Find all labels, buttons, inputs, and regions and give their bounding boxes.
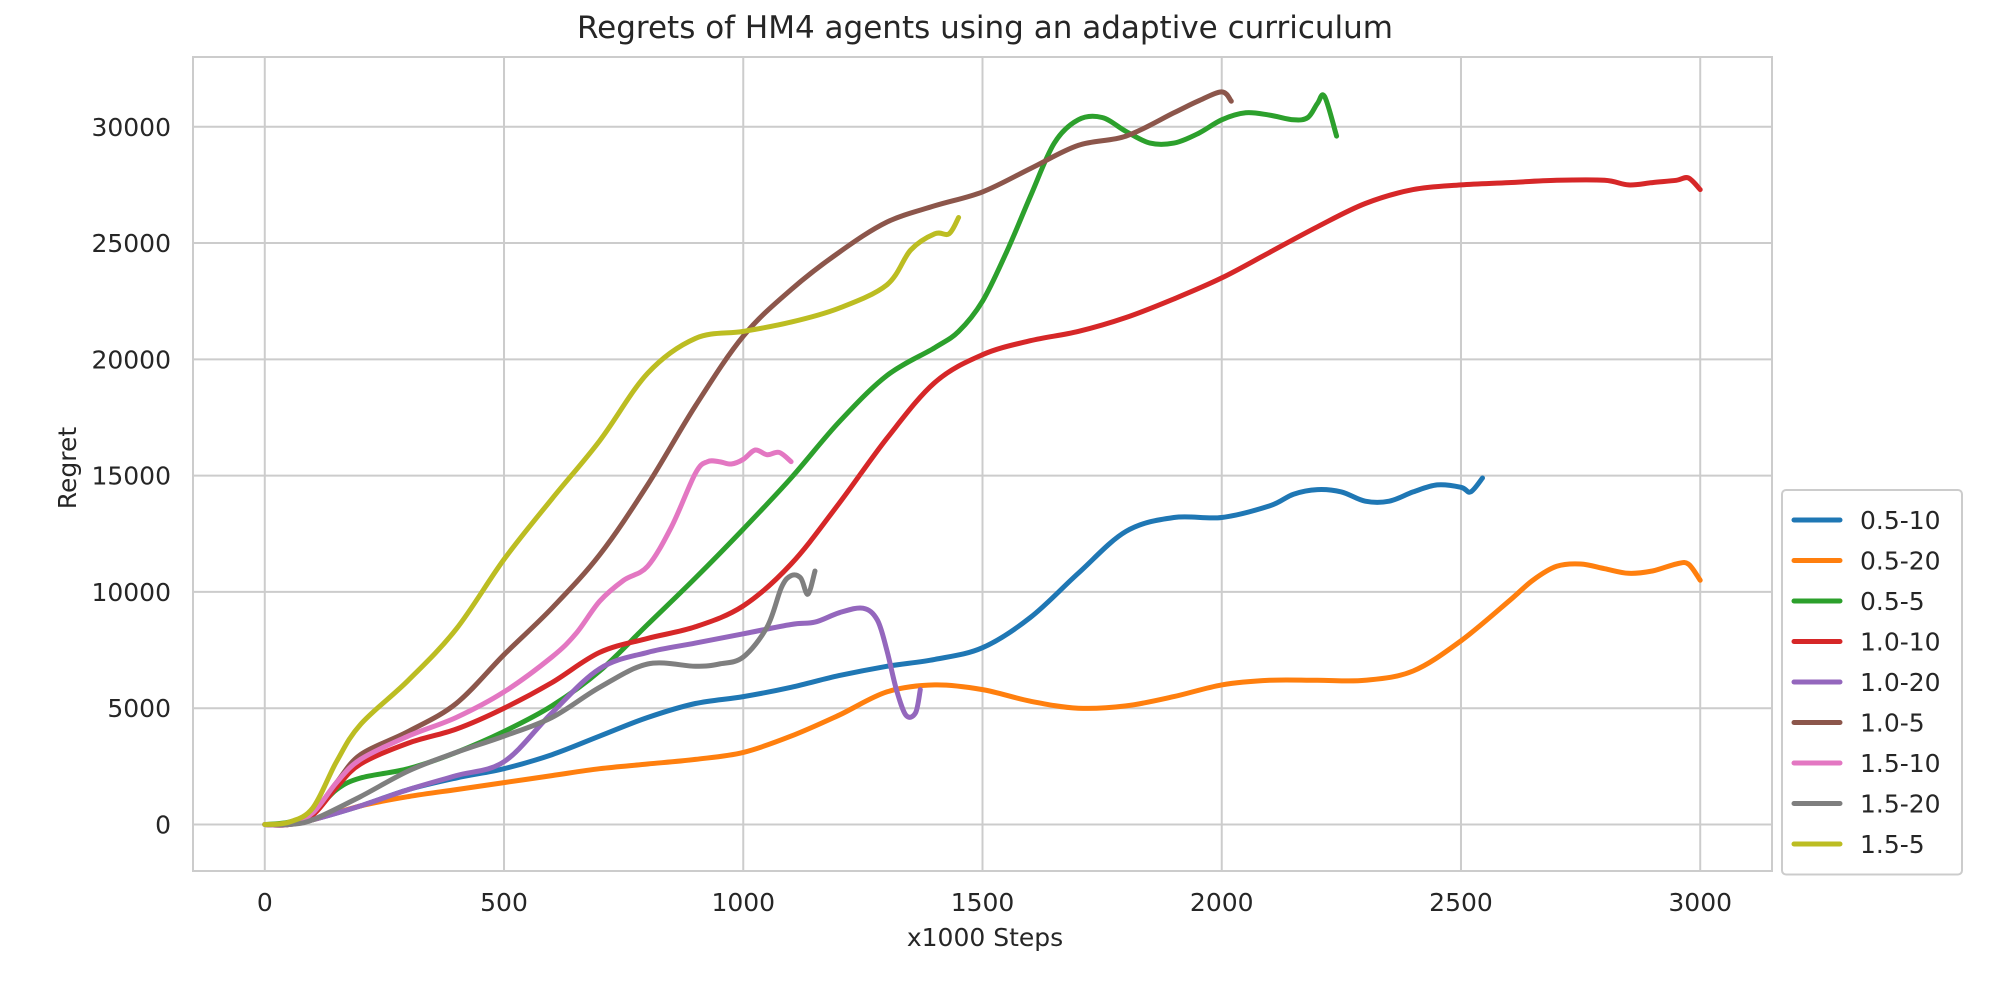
series-lines (262, 89, 1703, 828)
x-tick-label: 0 (257, 888, 273, 917)
series-line-0.5-10 (262, 475, 1485, 828)
x-tick-label: 3000 (1668, 888, 1732, 917)
legend-label: 1.0-20 (1860, 668, 1941, 697)
legend-item-0.5-20: 0.5-20 (1791, 547, 1941, 576)
series-line-1.0-5 (262, 89, 1234, 828)
chart-title: Regrets of HM4 agents using an adaptive … (577, 10, 1393, 46)
y-axis-label: Regret (53, 427, 82, 510)
legend-item-1.5-5: 1.5-5 (1791, 830, 1925, 859)
legend-item-0.5-10: 0.5-10 (1791, 506, 1941, 535)
legend-label: 1.0-10 (1860, 628, 1941, 657)
legend-item-1.0-5: 1.0-5 (1791, 709, 1925, 738)
legend-item-1.0-20: 1.0-20 (1791, 668, 1941, 697)
legend-label: 1.5-5 (1860, 830, 1925, 859)
legend-label: 0.5-10 (1860, 506, 1941, 535)
legend-label: 1.0-5 (1860, 709, 1925, 738)
series-line-0.5-20 (262, 559, 1703, 828)
series-line-1.5-5 (262, 215, 962, 827)
legend-item-1.5-20: 1.5-20 (1791, 790, 1941, 819)
x-axis-label: x1000 Steps (907, 923, 1063, 952)
y-tick-label: 15000 (91, 462, 171, 491)
legend-item-0.5-5: 0.5-5 (1791, 587, 1925, 616)
legend-item-1.0-10: 1.0-10 (1791, 628, 1941, 657)
x-tick-label: 1500 (951, 888, 1015, 917)
y-tick-label: 0 (155, 810, 171, 839)
x-tick-label: 2000 (1190, 888, 1254, 917)
series-line-1.0-10 (262, 175, 1703, 828)
legend-label: 0.5-20 (1860, 547, 1941, 576)
series-line-1.0-20 (262, 605, 923, 828)
grid-lines (193, 57, 1772, 871)
y-tick-label: 25000 (91, 229, 171, 258)
legend-box (1781, 489, 1963, 876)
legend: 0.5-10 0.5-20 0.5-5 1.0-10 1.0-20 1.0-5 1.5-10… (1781, 489, 1963, 876)
legend-label: 0.5-5 (1860, 587, 1925, 616)
y-tick-label: 5000 (107, 694, 171, 723)
y-tick-label: 10000 (91, 578, 171, 607)
x-tick-labels: 0 500 1000 1500 2000 2500 3000 (257, 888, 1732, 917)
legend-item-1.5-10: 1.5-10 (1791, 749, 1941, 778)
x-tick-label: 1000 (711, 888, 775, 917)
y-tick-label: 20000 (91, 345, 171, 374)
series-line-0.5-5 (262, 92, 1340, 827)
y-tick-labels: 0 5000 10000 15000 20000 25000 30000 (91, 113, 171, 840)
x-tick-label: 500 (480, 888, 528, 917)
y-tick-label: 30000 (91, 113, 171, 142)
plot-frame (192, 56, 1773, 872)
series-line-1.5-20 (262, 568, 818, 828)
legend-label: 1.5-20 (1860, 790, 1941, 819)
series-line-1.5-10 (262, 447, 794, 828)
legend-label: 1.5-10 (1860, 749, 1941, 778)
x-tick-label: 2500 (1429, 888, 1493, 917)
